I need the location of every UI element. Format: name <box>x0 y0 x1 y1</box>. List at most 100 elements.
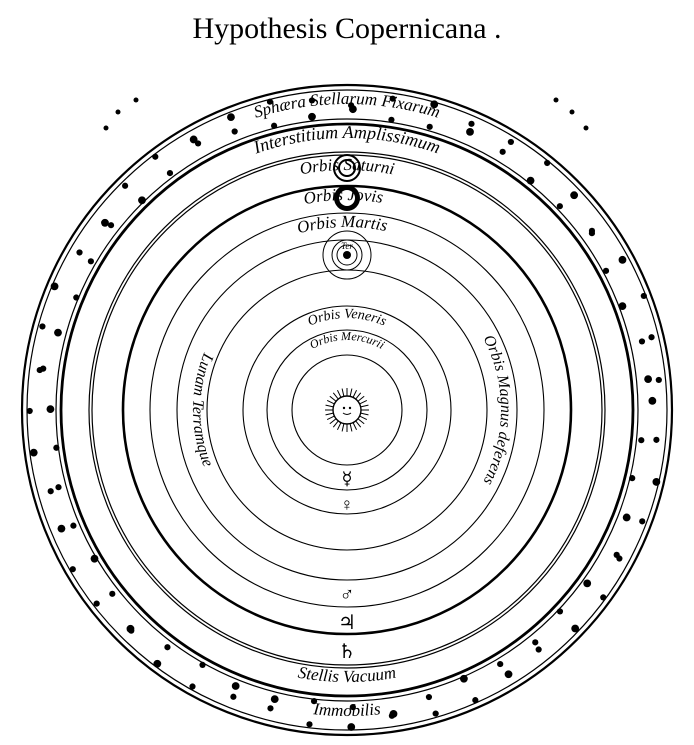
fixed-star <box>51 282 59 290</box>
mars-symbol: ♂ <box>340 584 355 606</box>
sun-ray <box>358 419 364 424</box>
fixed-star <box>570 191 578 199</box>
fixed-star <box>91 555 99 563</box>
fixed-star <box>101 219 109 227</box>
sun-ray <box>342 389 344 397</box>
fixed-star <box>88 258 94 264</box>
fixed-star <box>76 249 82 255</box>
fixed-star <box>152 154 158 160</box>
star-dot <box>134 98 139 103</box>
star-dot <box>584 126 589 131</box>
fixed-star <box>199 662 205 668</box>
fixed-star <box>267 705 273 711</box>
fixed-star <box>557 203 563 209</box>
fixed-star <box>389 713 395 719</box>
fixed-star <box>648 397 656 405</box>
fixed-star <box>536 646 542 652</box>
fixed-star <box>48 488 54 494</box>
sun-ray <box>330 396 336 401</box>
fixed-star <box>648 334 654 340</box>
fixed-star <box>271 695 279 703</box>
sun-ray <box>333 421 338 427</box>
fixed-star <box>70 566 76 572</box>
fixed-star <box>58 525 66 533</box>
fixed-star <box>53 445 59 451</box>
fixed-star <box>619 302 627 310</box>
fixed-star <box>603 268 609 274</box>
sun-ray <box>333 393 338 399</box>
fixed-star <box>94 601 100 607</box>
sun-ray <box>337 390 340 397</box>
sun-ray <box>361 405 369 407</box>
fixed-star <box>108 222 114 228</box>
sun-ray <box>327 416 334 419</box>
ring-label: Orbis Mercurii <box>307 329 387 352</box>
ring-label: Orbis Magnus deferens <box>480 332 514 487</box>
fixed-star <box>122 183 128 189</box>
fixed-star <box>652 478 660 486</box>
fixed-star <box>227 113 235 121</box>
fixed-star <box>306 721 312 727</box>
fixed-star <box>589 230 595 236</box>
sun-ray <box>326 405 334 407</box>
sun-ray <box>342 424 344 432</box>
fixed-star <box>544 160 550 166</box>
ring-label: Immobilis <box>312 699 382 720</box>
fixed-star <box>641 293 647 299</box>
star-dot <box>554 98 559 103</box>
fixed-star <box>623 514 631 522</box>
fixed-star <box>232 128 238 134</box>
fixed-star <box>644 375 652 383</box>
fixed-star <box>619 256 627 264</box>
copernican-diagram: TerSphæra Stellarum FixarumInterstitium … <box>0 0 694 745</box>
earth-label: Ter <box>341 241 353 251</box>
fixed-star <box>468 121 474 127</box>
fixed-star <box>55 484 61 490</box>
fixed-star <box>583 579 591 587</box>
sun-ray <box>350 424 352 432</box>
fixed-star <box>433 710 439 716</box>
fixed-star <box>653 437 659 443</box>
fixed-star <box>388 117 394 123</box>
mercury-symbol: ☿ <box>341 468 352 488</box>
fixed-star <box>347 723 355 731</box>
fixed-star <box>195 140 201 146</box>
fixed-star <box>153 660 161 668</box>
fixed-star <box>600 594 606 600</box>
jupiter-symbol: ♃ <box>338 612 356 634</box>
star-dot <box>116 110 121 115</box>
star-dot <box>570 110 575 115</box>
fixed-star <box>639 518 645 524</box>
sun-ray <box>353 423 356 430</box>
earth-icon <box>343 251 351 259</box>
fixed-star <box>47 405 55 413</box>
fixed-star <box>508 139 514 145</box>
fixed-star <box>500 149 506 155</box>
fixed-star <box>30 449 38 457</box>
fixed-star <box>472 697 478 703</box>
fixed-star <box>505 670 513 678</box>
fixed-star <box>427 124 433 130</box>
sun-ray <box>358 396 364 401</box>
fixed-star <box>39 323 45 329</box>
fixed-star <box>70 523 76 529</box>
fixed-star <box>527 177 535 185</box>
sun-ray <box>327 400 334 403</box>
ring-label: Orbis Saturni <box>298 155 396 178</box>
sun-face-dot <box>349 407 351 409</box>
sun-ray <box>361 413 369 415</box>
sun-face-dot <box>343 407 345 409</box>
fixed-star <box>629 475 635 481</box>
fixed-star <box>189 683 195 689</box>
fixed-star <box>616 555 622 561</box>
fixed-star <box>308 113 316 121</box>
ring-label: Sphæra Stellarum Fixarum <box>252 89 443 122</box>
fixed-star <box>638 437 644 443</box>
fixed-star <box>109 591 115 597</box>
fixed-star <box>571 625 579 633</box>
saturn-symbol: ♄ <box>338 641 356 663</box>
sun-ray <box>356 393 361 399</box>
sun-ray <box>326 413 334 415</box>
sun-ray <box>350 389 352 397</box>
fixed-star <box>40 366 46 372</box>
